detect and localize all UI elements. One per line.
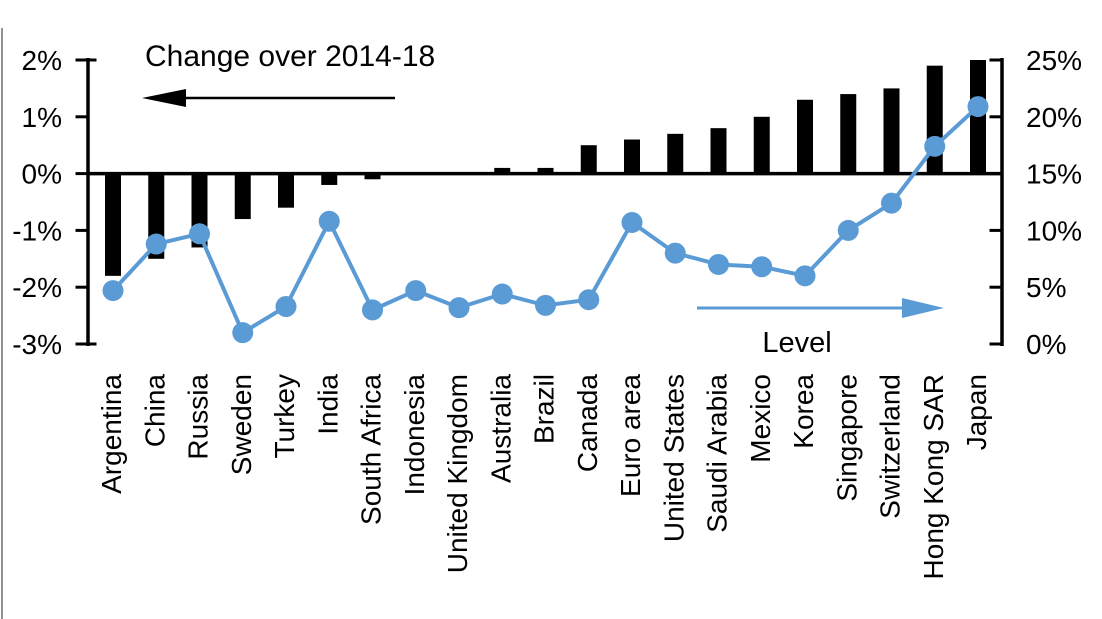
marker-china bbox=[145, 233, 167, 255]
right-axis-tick-label: 15% bbox=[1026, 159, 1082, 190]
right-axis-tick-label: 20% bbox=[1026, 102, 1082, 133]
x-label-hong-kong-sar: Hong Kong SAR bbox=[918, 374, 949, 579]
level-line-series bbox=[102, 96, 989, 344]
right-axis-tick-label: 5% bbox=[1026, 272, 1066, 303]
change-bars-series bbox=[105, 60, 986, 276]
bar-saudi-arabia bbox=[710, 128, 727, 174]
marker-indonesia bbox=[405, 280, 427, 302]
marker-canada bbox=[578, 289, 600, 311]
x-label-switzerland: Switzerland bbox=[875, 374, 906, 519]
marker-south-africa bbox=[362, 299, 383, 321]
bar-singapore bbox=[840, 94, 857, 174]
marker-united-kingdom bbox=[448, 297, 470, 319]
marker-mexico bbox=[751, 256, 773, 278]
x-label-singapore: Singapore bbox=[831, 374, 862, 502]
x-label-united-states: United States bbox=[658, 374, 689, 542]
bar-india bbox=[321, 173, 338, 185]
marker-india bbox=[318, 210, 340, 232]
marker-brazil bbox=[535, 294, 556, 316]
left-axis-tick-label: 2% bbox=[22, 45, 62, 76]
bar-switzerland bbox=[883, 88, 900, 174]
x-label-canada: Canada bbox=[572, 374, 603, 473]
marker-hong-kong-sar bbox=[924, 135, 946, 157]
left-axis-tick-label: -1% bbox=[12, 215, 62, 246]
x-label-sweden: Sweden bbox=[226, 374, 257, 475]
marker-euro-area bbox=[621, 211, 643, 233]
bar-brazil bbox=[537, 167, 554, 174]
x-label-russia: Russia bbox=[183, 374, 214, 460]
marker-sweden bbox=[232, 322, 254, 344]
bar-canada bbox=[580, 145, 597, 174]
marker-korea bbox=[794, 265, 816, 287]
marker-russia bbox=[189, 223, 210, 245]
marker-australia bbox=[491, 283, 513, 305]
right-axis-tick-label: 25% bbox=[1026, 45, 1082, 76]
annotation-arrows bbox=[142, 89, 944, 318]
left-axis-tick-label: 1% bbox=[22, 102, 62, 133]
x-label-mexico: Mexico bbox=[745, 374, 776, 463]
x-label-australia: Australia bbox=[485, 374, 516, 483]
bar-united-states bbox=[667, 133, 684, 174]
marker-japan bbox=[967, 96, 989, 118]
marker-singapore bbox=[837, 219, 859, 241]
marker-switzerland bbox=[881, 192, 902, 214]
axis-tick-labels: 2% 1% 0% -1% -2% -3% 25% 20% 15% 10% 5% 0% bbox=[12, 45, 1082, 360]
x-label-south-africa: South Africa bbox=[356, 374, 387, 525]
marker-turkey bbox=[275, 296, 297, 318]
right-arrow-icon bbox=[902, 298, 944, 318]
left-axis-tick-label: 0% bbox=[22, 159, 62, 190]
x-label-india: India bbox=[312, 374, 343, 435]
bar-south-africa bbox=[364, 173, 381, 180]
bar-sweden bbox=[234, 173, 251, 220]
marker-argentina bbox=[102, 280, 124, 302]
x-label-japan: Japan bbox=[961, 374, 992, 450]
x-label-brazil: Brazil bbox=[529, 374, 560, 444]
country-labels: Argentina China Russia Sweden Turkey India Sou… bbox=[96, 374, 992, 580]
bar-korea bbox=[797, 99, 813, 174]
bar-turkey bbox=[278, 173, 294, 208]
x-label-argentina: Argentina bbox=[96, 374, 127, 494]
marker-saudi-arabia bbox=[708, 253, 729, 275]
left-axis-tick-label: -3% bbox=[12, 329, 62, 360]
left-arrow-icon bbox=[142, 89, 186, 107]
x-label-korea: Korea bbox=[788, 374, 819, 449]
x-label-indonesia: Indonesia bbox=[399, 374, 430, 496]
x-label-saudi-arabia: Saudi Arabia bbox=[702, 374, 733, 533]
right-axis-tick-label: 10% bbox=[1026, 215, 1082, 246]
bar-mexico bbox=[753, 116, 770, 174]
level-annotation-label: Level bbox=[762, 327, 831, 359]
right-axis-tick-label: 0% bbox=[1026, 329, 1066, 360]
bar-hong-kong-sar bbox=[926, 65, 943, 174]
change-annotation-label: Change over 2014-18 bbox=[145, 40, 435, 73]
x-label-united-kingdom: United Kingdom bbox=[442, 374, 473, 573]
x-label-turkey: Turkey bbox=[269, 374, 300, 459]
marker-united-states bbox=[664, 242, 686, 264]
x-label-china: China bbox=[139, 374, 170, 448]
bar-australia bbox=[494, 167, 511, 174]
x-label-euro-area: Euro area bbox=[615, 374, 646, 497]
left-axis-tick-label: -2% bbox=[12, 272, 62, 303]
bar-argentina bbox=[105, 173, 121, 276]
bar-euro-area bbox=[624, 139, 640, 174]
axes bbox=[75, 58, 1004, 346]
